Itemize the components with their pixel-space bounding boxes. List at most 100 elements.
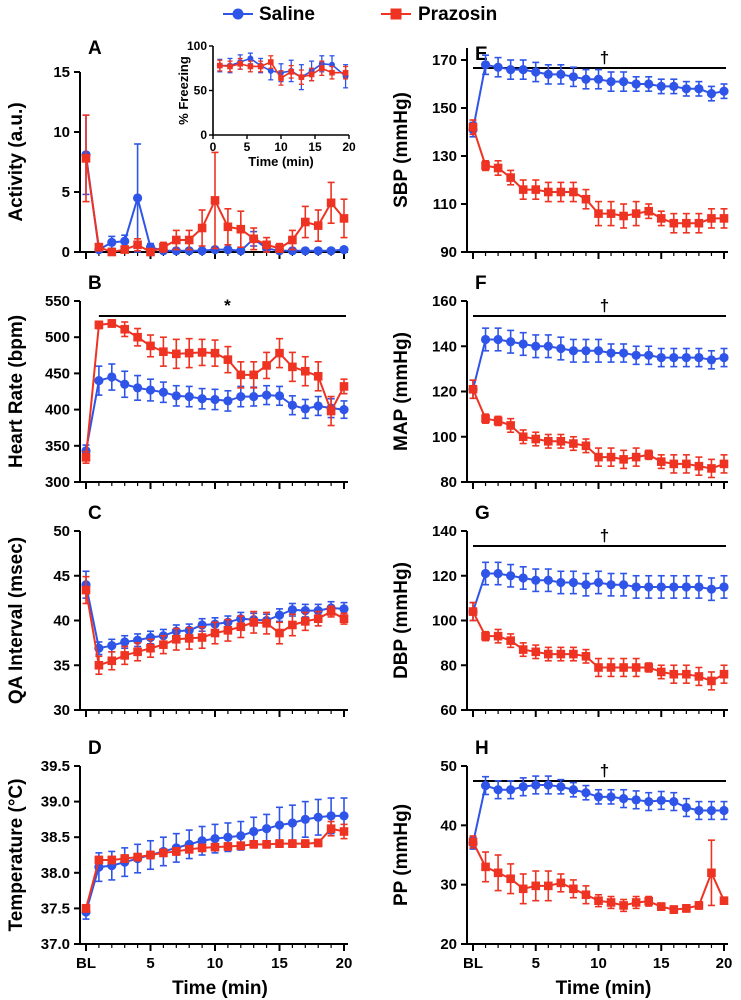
data-point [531,67,541,77]
data-point [197,223,207,233]
data-point [468,122,478,132]
x-tick-label: BL [76,955,96,972]
y-axis-label: DBP (mmHg) [391,562,412,679]
y-tick-label: 160 [432,293,457,310]
data-point [581,194,591,204]
data-point [107,656,117,666]
data-point [619,455,628,464]
data-point [94,320,104,330]
y-axis-label: PP (mmHg) [391,804,412,906]
data-point [619,580,629,590]
data-point [313,401,323,411]
data-point [506,636,515,645]
data-point [313,246,323,256]
data-point [606,663,616,672]
data-point [531,647,541,657]
data-point [644,206,653,216]
data-point [531,434,541,444]
y-tick-label: 80 [440,657,457,674]
panel-letter: C [88,503,102,524]
data-point [682,459,691,469]
data-point [146,643,155,653]
y-tick-label: 30 [53,702,70,719]
data-point [644,350,654,360]
data-point [133,647,142,657]
data-point [197,633,207,642]
data-point [682,904,691,913]
data-point [120,379,130,389]
inset-data-point [278,75,284,81]
data-point [287,400,297,410]
data-point [287,605,297,615]
data-point [644,797,654,807]
data-point [236,841,246,851]
inset-data-point [217,62,223,69]
panel-letter: G [475,503,490,524]
y-tick-label: 50 [440,758,457,775]
data-point [581,74,591,84]
legend: Saline Prazosin [223,4,497,25]
data-point [594,452,603,462]
data-point [107,237,117,247]
data-point [644,79,654,89]
data-point [184,634,194,643]
data-point [171,391,181,401]
data-point [223,355,233,364]
inset-y-tick-label: 100 [187,39,207,53]
y-tick-label: 550 [45,293,70,310]
panel-E: 90 110 130 150 170 SBP (mmHg) E † [391,44,729,261]
data-point [656,902,666,911]
data-point [606,792,616,802]
y-tick-label: 20 [440,936,457,953]
data-point [133,852,142,862]
data-point [481,161,490,170]
inset-x-tick-label: 15 [308,140,322,154]
data-point [313,614,323,624]
data-point [339,245,349,255]
data-point [236,246,246,256]
data-point [493,416,503,426]
data-point [480,60,491,70]
x-tick-label: BL [463,955,483,972]
data-point [719,582,729,592]
y-tick-label: 80 [440,474,457,491]
data-point [569,649,578,659]
data-point [606,580,616,590]
data-point [644,663,653,672]
data-point [184,235,194,245]
data-point [172,847,181,856]
data-point [669,352,679,363]
data-point [543,341,553,351]
y-tick-label: 39.5 [41,758,70,775]
data-point [120,854,129,863]
data-point [262,361,271,370]
data-point [313,221,323,230]
data-point [569,439,578,448]
data-point [719,805,729,816]
data-point [531,881,541,891]
data-point [631,452,641,462]
data-point [593,577,604,588]
data-point [619,663,628,672]
data-point [719,214,729,223]
y-tick-label: 10 [53,124,70,141]
data-point [531,341,541,351]
data-point [249,370,258,380]
data-point [249,391,259,402]
data-point [556,69,566,79]
data-point [107,855,117,865]
y-tick-label: 120 [432,384,457,401]
data-point [581,441,591,451]
data-point [619,901,628,910]
data-point [288,620,297,630]
data-point [468,837,478,847]
data-point [301,617,310,626]
data-point [544,881,553,891]
data-point [694,84,704,94]
data-point [594,209,603,218]
data-point [94,660,104,670]
data-point [669,81,679,91]
data-point [531,185,541,194]
data-point [531,575,541,585]
data-point [159,347,168,356]
